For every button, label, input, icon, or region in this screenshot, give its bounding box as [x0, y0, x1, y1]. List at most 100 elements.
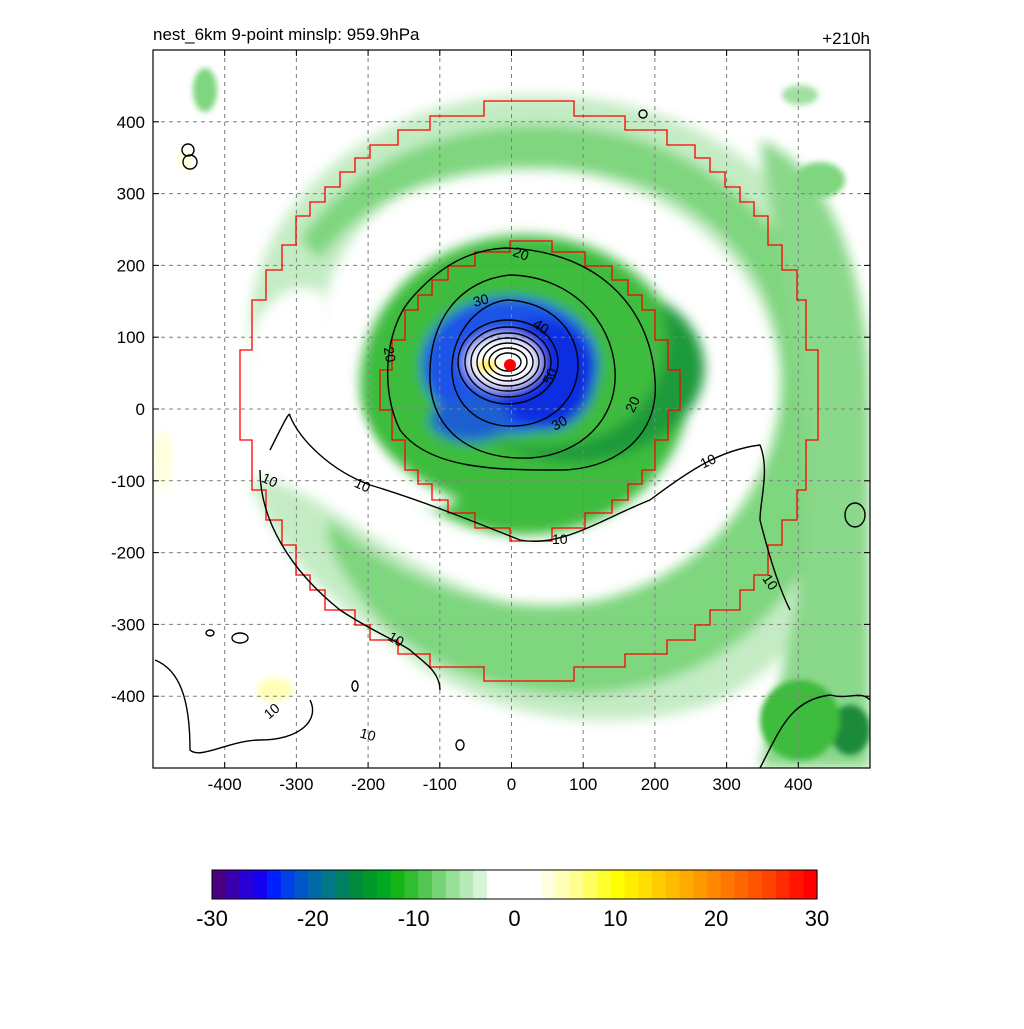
colorbar-swatch — [335, 870, 351, 899]
contour-small-8 — [351, 680, 359, 692]
outer-nest-boundary — [239, 100, 819, 682]
contour-label: 10 — [385, 628, 407, 650]
colorbar-swatch — [418, 870, 433, 899]
y-tick-label: -100 — [111, 472, 145, 491]
y-tick-label: -300 — [111, 615, 145, 634]
contour-label: 30 — [471, 290, 490, 310]
colorbar-swatch — [363, 870, 378, 899]
contour-inner-1 — [457, 319, 559, 405]
colorbar-tick-label: -10 — [398, 906, 430, 931]
colorbar-swatch — [280, 870, 296, 899]
y-tick-label: 0 — [136, 400, 145, 419]
colorbar-swatch — [459, 870, 474, 899]
contour-20-outer — [386, 247, 656, 471]
forecast-hour-label: +210h — [822, 29, 870, 48]
x-tick-label: 0 — [507, 775, 516, 794]
y-tick-label: 100 — [117, 328, 145, 347]
colorbar-swatch — [487, 870, 502, 899]
colorbar — [211, 869, 818, 900]
colorbar-swatch — [239, 870, 254, 899]
colorbar-swatch — [390, 870, 406, 899]
colorbar-swatch — [583, 870, 598, 899]
colorbar-swatch — [473, 870, 488, 899]
colorbar-swatch — [652, 870, 667, 899]
dry-slot — [250, 210, 460, 513]
contour-lines — [154, 109, 870, 768]
y-tick-label: 300 — [117, 185, 145, 204]
y-tick-label: 400 — [117, 113, 145, 132]
colorbar-swatch — [377, 870, 392, 899]
colorbar-swatch — [610, 870, 626, 899]
x-tick-label: -200 — [351, 775, 385, 794]
colorbar-tick-label: 30 — [805, 906, 829, 931]
plot-title: nest_6km 9-point minslp: 959.9hPa — [153, 25, 420, 44]
plot-area: 20 30 40 50 30 20 20 10 10 10 10 10 10 1… — [153, 50, 870, 768]
contour-labels: 20 30 40 50 30 20 20 10 10 10 10 10 10 1… — [259, 243, 781, 744]
contour-inner-5 — [482, 342, 534, 382]
inner-nest-boundary — [379, 240, 681, 542]
colorbar-swatch — [542, 870, 557, 899]
colorbar-swatch — [445, 870, 461, 899]
colorbar-swatch — [720, 870, 736, 899]
colorbar-swatch — [404, 870, 419, 899]
contour-small-6 — [205, 629, 215, 637]
colorbar-labels: -30 -20 -10 0 10 20 30 — [196, 906, 829, 931]
x-axis: -400 -300 -200 -100 0 100 200 300 400 — [208, 50, 812, 794]
contour-10-southeast — [759, 694, 870, 768]
contour-label: 50 — [539, 365, 560, 386]
y-tick-label: -200 — [111, 544, 145, 563]
contour-label: 10 — [352, 474, 373, 495]
contour-small-2 — [182, 154, 198, 170]
storm-center-marker — [504, 359, 516, 371]
colorbar-swatch — [349, 870, 364, 899]
contour-small-4 — [844, 502, 866, 528]
colorbar-swatch — [555, 870, 571, 899]
contour-small-5 — [231, 632, 249, 644]
contour-inner-7 — [494, 352, 522, 372]
contour-label: 10 — [552, 531, 568, 547]
colorbar-swatch — [294, 870, 309, 899]
contour-inner-6 — [488, 347, 528, 377]
x-tick-label: -100 — [423, 775, 457, 794]
colorbar-swatch — [253, 870, 268, 899]
colorbar-swatch — [514, 870, 529, 899]
contour-10-west — [259, 469, 441, 691]
contour-10-main — [269, 413, 791, 611]
colorbar-swatch — [528, 870, 543, 899]
scattered-patches — [153, 68, 870, 760]
colorbar-tick-label: -30 — [196, 906, 228, 931]
colorbar-swatch — [748, 870, 763, 899]
colorbar-swatch — [569, 870, 584, 899]
contour-label: 20 — [622, 394, 643, 415]
colorbar-tick-label: 0 — [508, 906, 520, 931]
colorbar-tick-label: 10 — [603, 906, 627, 931]
colorbar-swatch — [432, 870, 447, 899]
y-tick-label: -400 — [111, 687, 145, 706]
colorbar-swatch — [225, 870, 241, 899]
x-tick-label: 200 — [641, 775, 669, 794]
colorbar-swatch — [624, 870, 639, 899]
colorbar-swatch — [212, 870, 227, 899]
colorbar-swatch — [597, 870, 612, 899]
colorbar-tick-label: -20 — [297, 906, 329, 931]
contour-label: 20 — [381, 345, 399, 363]
colorbar-swatch — [775, 870, 791, 899]
colorbar-swatch — [308, 870, 323, 899]
contour-inner-3 — [470, 332, 546, 392]
contour-label: 30 — [548, 412, 570, 434]
contour-small-7 — [455, 739, 465, 751]
colorbar-swatch — [500, 870, 516, 899]
contour-30 — [429, 274, 616, 459]
x-tick-label: -300 — [279, 775, 313, 794]
x-tick-label: 100 — [569, 775, 597, 794]
contour-label: 10 — [698, 450, 719, 471]
colorbar-swatch — [803, 870, 818, 899]
x-tick-label: 400 — [784, 775, 812, 794]
colorbar-swatch — [762, 870, 777, 899]
colorbar-swatch — [789, 870, 804, 899]
colorbar-swatch — [693, 870, 708, 899]
colorbar-swatch — [322, 870, 337, 899]
colorbar-swatch — [679, 870, 694, 899]
contour-label: 10 — [358, 725, 377, 745]
